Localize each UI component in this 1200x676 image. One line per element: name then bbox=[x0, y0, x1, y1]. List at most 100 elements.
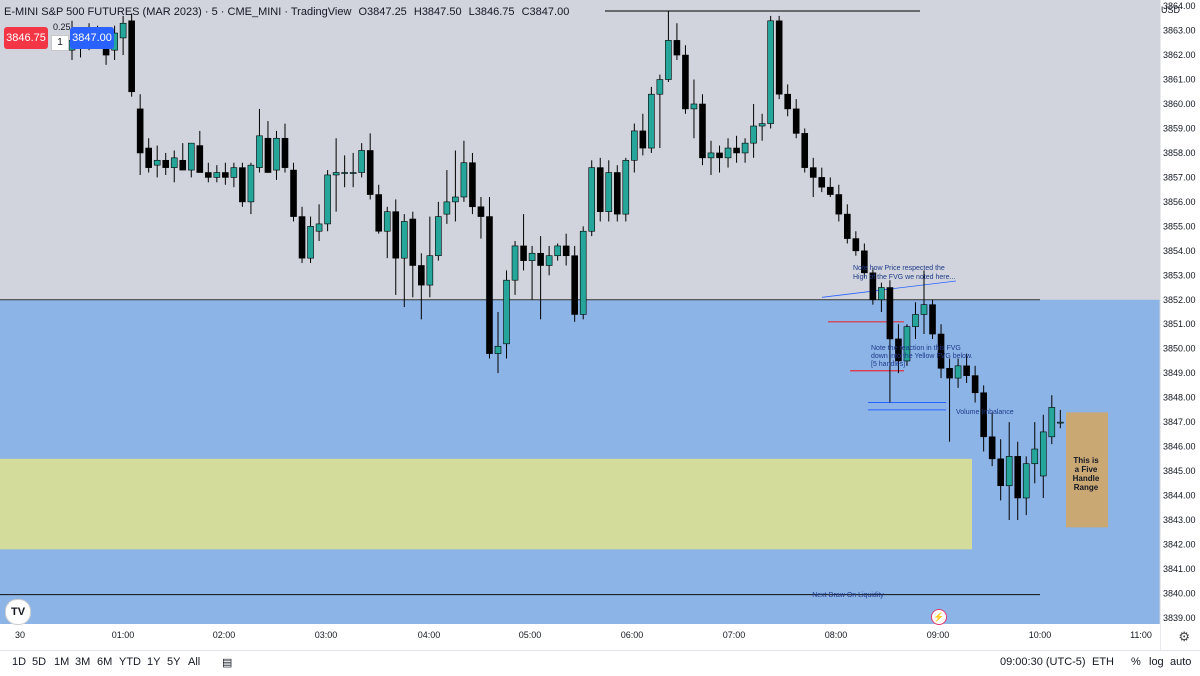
candle bbox=[409, 211, 417, 298]
candle-body bbox=[639, 130, 647, 149]
candle bbox=[290, 162, 297, 222]
candle-body bbox=[716, 152, 723, 159]
candle-body bbox=[673, 40, 681, 56]
chart[interactable]: Note how Price respected the High of the… bbox=[0, 0, 1200, 650]
candle bbox=[639, 113, 647, 156]
candle-body bbox=[733, 147, 740, 154]
percent-toggle[interactable]: % bbox=[1131, 656, 1141, 668]
candle bbox=[349, 152, 357, 188]
candle bbox=[767, 15, 774, 129]
time-tick-label: 03:00 bbox=[315, 630, 338, 640]
candle bbox=[383, 206, 391, 259]
tf-3m[interactable]: 3M bbox=[75, 656, 91, 668]
price-tick-label: 3843.00 bbox=[1163, 515, 1196, 525]
tf-6m[interactable]: 6M bbox=[97, 656, 113, 668]
candle-body bbox=[605, 172, 613, 212]
candle bbox=[298, 206, 306, 264]
tradingview-logo-icon[interactable]: TV bbox=[5, 599, 31, 625]
candle bbox=[809, 157, 817, 197]
calendar-range-icon[interactable]: ▤ bbox=[222, 657, 233, 669]
range-label-1: This is bbox=[1073, 456, 1099, 465]
tf-1d[interactable]: 1D bbox=[12, 656, 27, 668]
candle bbox=[1022, 456, 1030, 516]
candle bbox=[622, 157, 630, 222]
candle bbox=[852, 231, 860, 256]
symbol-title[interactable]: E-MINI S&P 500 FUTURES (MAR 2023) · 5 · … bbox=[4, 6, 352, 18]
candle-body bbox=[878, 287, 885, 301]
log-toggle[interactable]: log bbox=[1149, 656, 1164, 668]
candle bbox=[332, 138, 340, 212]
ohlc-open: O3847.25 bbox=[358, 6, 407, 18]
gear-icon[interactable]: ⚙ bbox=[1178, 629, 1190, 644]
buy-button[interactable]: 3847.00 bbox=[70, 27, 114, 49]
lightning-icon[interactable]: ⚡ bbox=[931, 609, 947, 625]
candle-body bbox=[724, 147, 732, 159]
tf-all[interactable]: All bbox=[188, 656, 201, 668]
candle bbox=[341, 155, 348, 188]
price-tick-label: 3859.00 bbox=[1163, 123, 1196, 133]
candle-body bbox=[332, 172, 340, 176]
candle-body bbox=[315, 223, 323, 232]
price-axis[interactable]: 3839.00 3840.00 3841.00 3842.00 3843.00 3844.… bbox=[1163, 1, 1196, 623]
time-tick-label: 10:00 bbox=[1029, 630, 1052, 640]
price-tick-label: 3858.00 bbox=[1163, 148, 1196, 158]
quantity-input[interactable]: 1 bbox=[51, 35, 69, 51]
candle-body bbox=[418, 265, 425, 286]
candle-body bbox=[136, 108, 144, 154]
candle bbox=[281, 123, 289, 173]
price-tick-label: 3845.00 bbox=[1163, 466, 1196, 476]
candle-body bbox=[741, 142, 749, 154]
candle bbox=[903, 324, 911, 366]
candle bbox=[631, 123, 638, 173]
candle-body bbox=[545, 255, 553, 266]
chart-header: E-MINI S&P 500 FUTURES (MAR 2023) · 5 · … bbox=[4, 6, 573, 18]
candle bbox=[187, 142, 195, 178]
candle bbox=[162, 152, 170, 175]
candle-body bbox=[409, 218, 417, 266]
session-label[interactable]: ETH bbox=[1092, 656, 1114, 668]
candle bbox=[912, 302, 919, 339]
tf-1m[interactable]: 1M bbox=[54, 656, 70, 668]
candle-body bbox=[477, 206, 485, 217]
candle-body bbox=[324, 174, 331, 225]
candle bbox=[682, 45, 689, 114]
candle-body bbox=[886, 287, 894, 340]
tf-ytd[interactable]: YTD bbox=[119, 656, 141, 668]
price-tick-label: 3861.00 bbox=[1163, 75, 1196, 85]
candle-body bbox=[443, 201, 451, 215]
candle-body bbox=[1039, 431, 1047, 477]
candle-body bbox=[750, 125, 757, 144]
candle-body bbox=[503, 279, 510, 345]
candle bbox=[1031, 422, 1039, 484]
auto-toggle[interactable]: auto bbox=[1170, 656, 1192, 668]
candle-body bbox=[247, 164, 255, 203]
candle-body bbox=[179, 159, 187, 171]
clock-label[interactable]: 09:00:30 (UTC-5) bbox=[1000, 656, 1086, 668]
candle-body bbox=[571, 255, 578, 315]
candle bbox=[605, 160, 613, 222]
candle-body bbox=[290, 169, 297, 217]
ohlc-close: C3847.00 bbox=[521, 6, 570, 18]
sell-button[interactable]: 3846.75 bbox=[4, 27, 48, 49]
candle-body bbox=[554, 245, 561, 257]
tf-5y[interactable]: 5Y bbox=[167, 656, 181, 668]
price-tick-label: 3851.00 bbox=[1163, 319, 1196, 329]
tf-5d[interactable]: 5D bbox=[32, 656, 47, 668]
candle bbox=[869, 267, 877, 305]
range-label-4: Range bbox=[1074, 483, 1099, 492]
currency-label[interactable]: USD bbox=[1160, 5, 1180, 15]
note2-line2: down into the Yellow FVG below. bbox=[871, 353, 973, 360]
candle-body bbox=[895, 338, 902, 362]
candle-body bbox=[435, 216, 442, 257]
candle bbox=[239, 162, 246, 207]
candle bbox=[861, 243, 868, 278]
candle-body bbox=[119, 22, 127, 39]
candle bbox=[997, 439, 1004, 501]
candle bbox=[324, 170, 331, 232]
time-axis[interactable]: 30 01:00 02:00 03:00 04:00 05:00 06:00 07:00 08:… bbox=[15, 630, 1152, 640]
candle-body bbox=[264, 137, 272, 173]
candle bbox=[775, 15, 783, 100]
bottom-toolbar: 1D 5D 1M 3M 6M YTD 1Y 5Y All ▤ 09:00:30 … bbox=[0, 650, 1200, 676]
candle-body bbox=[682, 54, 689, 110]
tf-1y[interactable]: 1Y bbox=[147, 656, 161, 668]
